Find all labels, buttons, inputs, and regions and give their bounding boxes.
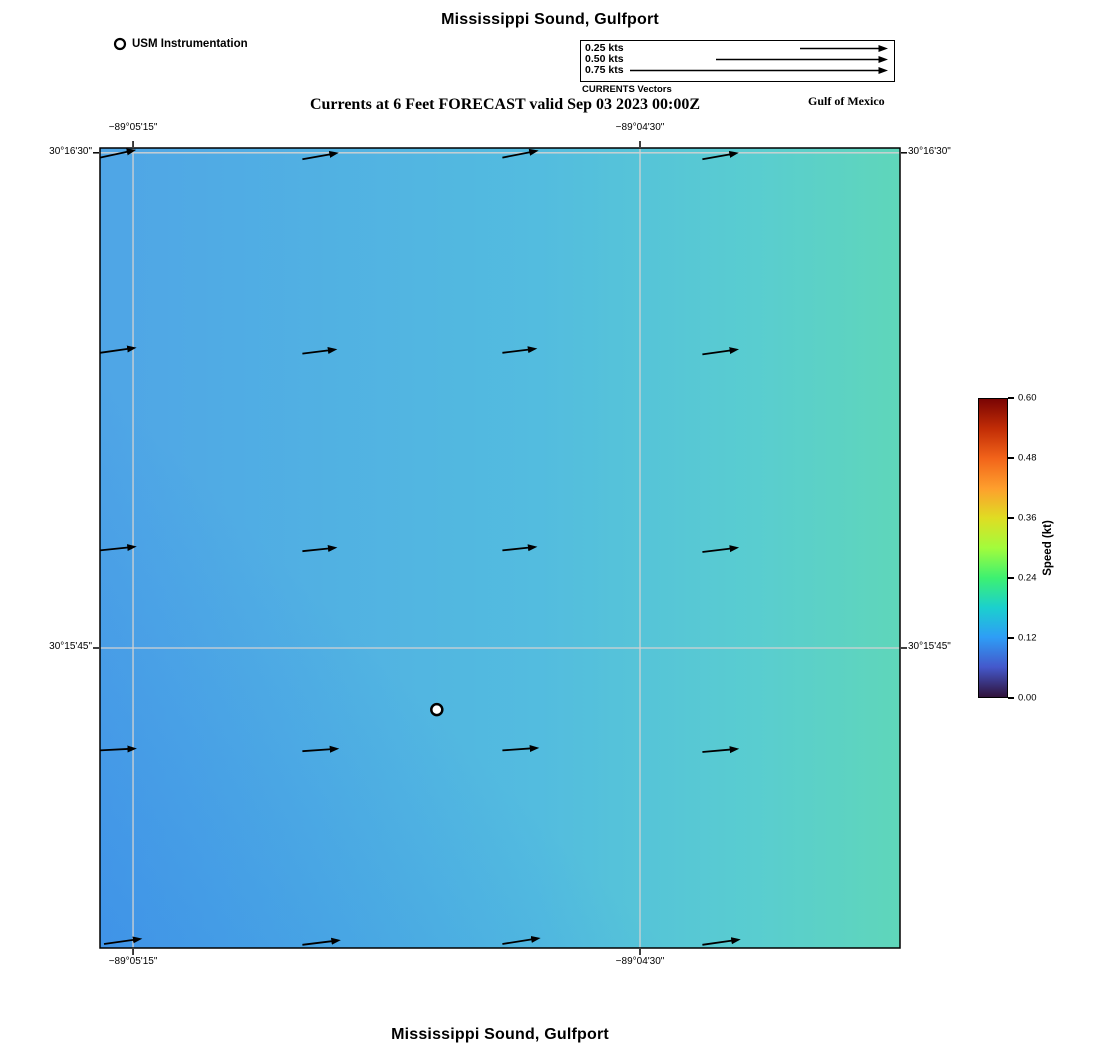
colorbar-axis-label: Speed (kt) — [1042, 520, 1054, 576]
colorbar-tick-label: 0.36 — [1018, 512, 1037, 524]
colorbar-tick — [1008, 637, 1014, 639]
colorbar-tick-label: 0.00 — [1018, 692, 1037, 704]
footer-title: Mississippi Sound, Gulfport — [391, 1026, 609, 1043]
colorbar-tick — [1008, 577, 1014, 579]
x-axis-tick-label-bottom: −89°04'30" — [615, 956, 665, 967]
forecast-subtitle: Currents at 6 Feet FORECAST valid Sep 03… — [309, 96, 701, 113]
y-axis-tick-label-left: 30°16'30" — [49, 145, 92, 157]
vectors-caption: CURRENTS Vectors — [582, 84, 672, 95]
x-axis-tick-label-top: −89°04'30" — [615, 122, 665, 133]
scale-label-075: 0.75 kts — [585, 64, 624, 76]
station-marker — [430, 702, 444, 717]
speed-colorbar — [978, 398, 1008, 698]
colorbar-tick-label: 0.24 — [1018, 572, 1037, 584]
colorbar-tick-label: 0.12 — [1018, 632, 1037, 644]
speed-field-overlay — [100, 148, 900, 948]
current-vector-map — [93, 141, 907, 955]
x-axis-tick-label-top: −89°05'15" — [108, 122, 158, 133]
current-vectors — [99, 148, 741, 946]
region-label: Gulf of Mexico — [808, 94, 885, 108]
axis-ticks — [93, 141, 907, 955]
map-frame — [99, 147, 901, 949]
scale-arrows — [630, 45, 888, 74]
x-axis-tick-label-bottom: −89°05'15" — [108, 956, 158, 967]
station-legend-label: USM Instrumentation — [132, 38, 248, 50]
station-legend: USM Instrumentation — [112, 36, 248, 52]
page-title: Mississippi Sound, Gulfport — [441, 11, 659, 28]
colorbar-tick — [1008, 457, 1014, 459]
colorbar-tick — [1008, 697, 1014, 699]
colorbar-tick-label: 0.48 — [1018, 452, 1037, 464]
y-axis-tick-label-left: 30°15'45" — [49, 641, 92, 652]
vector-scale-legend: 0.25 kts 0.50 kts 0.75 kts — [580, 40, 895, 82]
y-axis-tick-label-right: 30°15'45" — [908, 641, 951, 652]
colorbar-tick — [1008, 397, 1014, 399]
scale-label-050: 0.50 kts — [585, 53, 624, 65]
scale-label-025: 0.25 kts — [585, 42, 624, 54]
station-marker-icon — [113, 37, 127, 51]
y-axis-tick-label-right: 30°16'30" — [908, 145, 951, 157]
colorbar-tick-label: 0.60 — [1018, 392, 1037, 404]
colorbar-tick — [1008, 517, 1014, 519]
